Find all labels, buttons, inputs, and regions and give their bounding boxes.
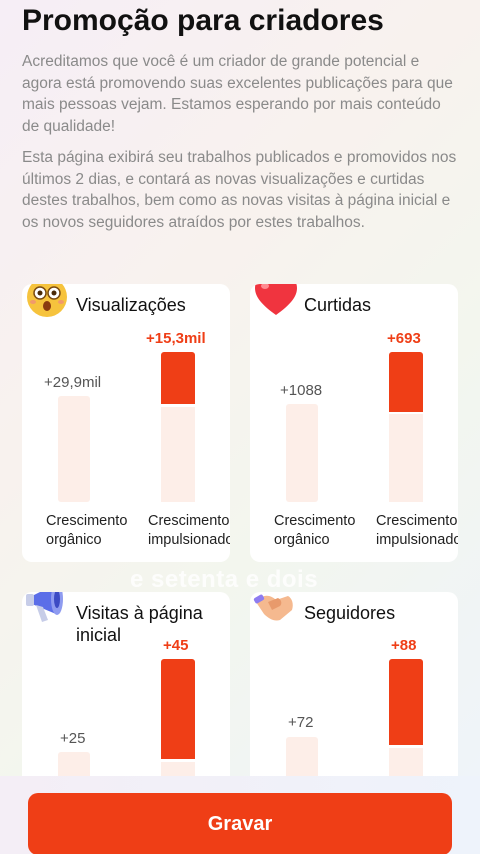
views-title: Visualizações xyxy=(76,295,186,315)
views-organic-label: Crescimento orgânico xyxy=(46,513,128,548)
description-paragraph: Esta página exibirá seu trabalhos public… xyxy=(22,149,457,231)
views-card: Visualizações +29,9mil +15,3mil Crescime… xyxy=(22,284,230,562)
visits-card: Visitas à página inicial +25 +45 xyxy=(22,592,230,792)
likes-boosted-label: Crescimento impulsionado xyxy=(376,513,458,548)
likes-boosted-bar xyxy=(389,352,423,412)
intro-paragraph: Acreditamos que você é um criador de gra… xyxy=(22,53,453,135)
likes-organic-bar xyxy=(286,404,318,502)
page-title: Promoção para criadores xyxy=(22,4,384,37)
visits-organic-value: +25 xyxy=(60,730,86,747)
likes-title: Curtidas xyxy=(304,295,372,315)
followers-organic-value: +72 xyxy=(288,714,314,731)
likes-boosted-value: +693 xyxy=(387,330,421,347)
visits-boosted-bar xyxy=(161,659,195,759)
views-boosted-bar xyxy=(161,352,195,404)
followers-title: Seguidores xyxy=(304,603,396,623)
likes-card: Curtidas +1088 +693 Crescimento orgânico… xyxy=(250,284,458,562)
followers-boosted-bar xyxy=(389,659,423,745)
views-organic-value: +29,9mil xyxy=(44,374,102,391)
likes-organic-label: Crescimento orgânico xyxy=(274,513,356,548)
likes-boosted-base xyxy=(389,414,423,502)
views-organic-bar xyxy=(58,396,90,502)
visits-title: Visitas à página inicial xyxy=(76,603,203,645)
visits-boosted-value: +45 xyxy=(163,637,189,654)
likes-organic-value: +1088 xyxy=(280,382,323,399)
followers-card: Seguidores +72 +88 xyxy=(250,592,458,792)
views-boosted-value: +15,3mil xyxy=(146,330,206,347)
save-button[interactable]: Gravar xyxy=(28,793,452,854)
video-caption-overlay: e setenta e dois xyxy=(130,566,319,593)
handshake-icon xyxy=(253,594,293,621)
shocked-face-icon xyxy=(27,284,67,317)
views-boosted-base xyxy=(161,407,195,502)
views-boosted-label: Crescimento impulsionado xyxy=(148,513,230,548)
heart-icon xyxy=(255,284,297,315)
megaphone-icon xyxy=(26,592,63,622)
followers-boosted-value: +88 xyxy=(391,637,417,654)
